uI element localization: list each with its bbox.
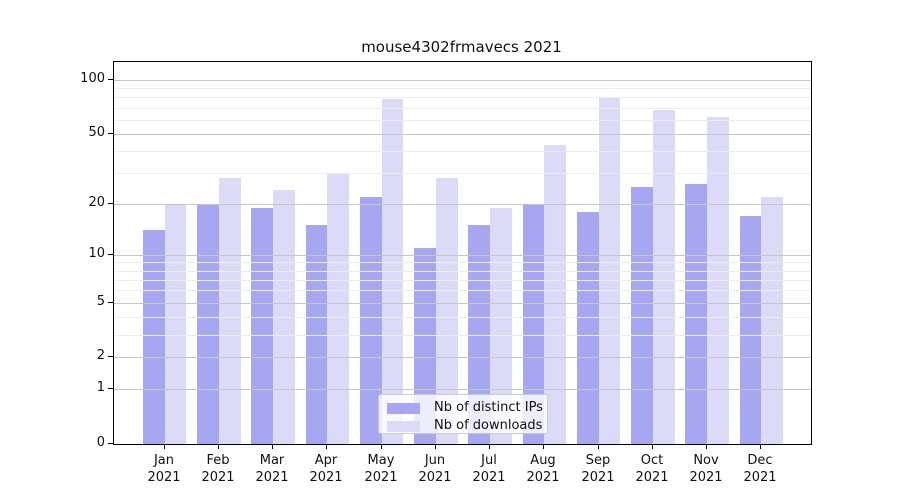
x-tick-label-aug-2021: Aug 2021 — [526, 453, 560, 485]
y-tick-mark-0 — [108, 443, 113, 444]
gridline-minor-60 — [114, 120, 811, 121]
y-tick-mark-20 — [108, 203, 113, 204]
bar-nb-of-downloads-apr-2021 — [327, 172, 350, 444]
gridline-major-5 — [114, 303, 811, 304]
bar-nb-of-downloads-oct-2021 — [652, 109, 675, 444]
gridline-minor-90 — [114, 88, 811, 89]
y-tick-mark-2 — [108, 356, 113, 357]
gridline-minor-6 — [114, 290, 811, 291]
x-tick-mark-jul-2021 — [489, 444, 490, 449]
y-tick-mark-10 — [108, 254, 113, 255]
y-tick-label-5: 5 — [96, 294, 105, 309]
x-tick-mark-jun-2021 — [435, 444, 436, 449]
legend-patch-nb-of-downloads — [387, 421, 420, 432]
bar-nb-of-distinct-ips-sep-2021 — [576, 211, 599, 444]
bar-nb-of-downloads-jul-2021 — [490, 207, 512, 444]
bar-nb-of-downloads-mar-2021 — [273, 189, 295, 444]
bar-nb-of-downloads-feb-2021 — [218, 178, 241, 444]
legend-row-nb-of-downloads: Nb of downloads — [379, 417, 547, 435]
y-tick-label-2: 2 — [96, 348, 105, 363]
gridline-minor-30 — [114, 173, 811, 174]
x-tick-label-sep-2021: Sep 2021 — [581, 453, 615, 485]
x-tick-label-mar-2021: Mar 2021 — [255, 453, 289, 485]
bar-nb-of-distinct-ips-may-2021 — [359, 196, 382, 444]
y-tick-mark-5 — [108, 302, 113, 303]
legend-row-nb-of-distinct-ips: Nb of distinct IPs — [379, 399, 547, 417]
bar-nb-of-distinct-ips-oct-2021 — [631, 186, 653, 444]
y-tick-mark-1 — [108, 388, 113, 389]
gridline-minor-7 — [114, 280, 811, 281]
x-tick-mark-nov-2021 — [706, 444, 707, 449]
x-tick-label-jun-2021: Jun 2021 — [418, 453, 452, 485]
y-tick-mark-50 — [108, 133, 113, 134]
gridline-major-1 — [114, 389, 811, 390]
x-tick-mark-dec-2021 — [760, 444, 761, 449]
x-tick-label-feb-2021: Feb 2021 — [201, 453, 235, 485]
y-tick-mark-100 — [108, 79, 113, 80]
gridline-minor-4 — [114, 317, 811, 318]
plot-area: Nb of distinct IPs Nb of downloads — [113, 61, 812, 445]
y-tick-label-0: 0 — [96, 435, 105, 450]
gridline-minor-3 — [114, 335, 811, 336]
bar-nb-of-distinct-ips-nov-2021 — [685, 183, 708, 444]
x-tick-mark-mar-2021 — [272, 444, 273, 449]
gridline-minor-8 — [114, 271, 811, 272]
y-tick-label-10: 10 — [88, 246, 105, 261]
bar-nb-of-distinct-ips-dec-2021 — [739, 215, 762, 444]
y-tick-label-50: 50 — [88, 125, 105, 140]
x-tick-label-oct-2021: Oct 2021 — [635, 453, 669, 485]
x-tick-label-apr-2021: Apr 2021 — [309, 453, 343, 485]
x-tick-label-jul-2021: Jul 2021 — [472, 453, 506, 485]
gridline-major-100 — [114, 80, 811, 81]
gridline-major-50 — [114, 134, 811, 135]
bar-nb-of-distinct-ips-mar-2021 — [251, 207, 274, 444]
x-tick-label-may-2021: May 2021 — [364, 453, 398, 485]
y-tick-label-20: 20 — [88, 195, 105, 210]
x-tick-mark-jan-2021 — [164, 444, 165, 449]
bar-nb-of-downloads-jun-2021 — [435, 178, 458, 444]
legend-patch-nb-of-distinct-ips — [387, 403, 420, 414]
x-tick-mark-sep-2021 — [598, 444, 599, 449]
gridline-minor-40 — [114, 151, 811, 152]
legend-label-nb-of-distinct-ips: Nb of distinct IPs — [434, 400, 543, 415]
gridline-major-10 — [114, 255, 811, 256]
chart-title: mouse4302frmavecs 2021 — [361, 38, 562, 56]
bar-nb-of-downloads-aug-2021 — [544, 145, 567, 444]
legend-label-nb-of-downloads: Nb of downloads — [434, 418, 543, 433]
bar-nb-of-distinct-ips-feb-2021 — [197, 203, 219, 444]
bar-nb-of-distinct-ips-jan-2021 — [142, 230, 165, 444]
bar-nb-of-distinct-ips-aug-2021 — [522, 203, 545, 444]
legend: Nb of distinct IPs Nb of downloads — [378, 394, 548, 434]
x-tick-mark-apr-2021 — [326, 444, 327, 449]
bar-nb-of-downloads-jan-2021 — [164, 203, 187, 444]
bar-nb-of-downloads-dec-2021 — [761, 196, 784, 444]
x-tick-label-dec-2021: Dec 2021 — [743, 453, 777, 485]
gridline-major-20 — [114, 204, 811, 205]
x-tick-mark-feb-2021 — [218, 444, 219, 449]
x-tick-mark-oct-2021 — [652, 444, 653, 449]
x-tick-label-jan-2021: Jan 2021 — [147, 453, 181, 485]
y-tick-label-100: 100 — [80, 71, 105, 86]
gridline-minor-80 — [114, 97, 811, 98]
x-tick-mark-aug-2021 — [543, 444, 544, 449]
y-tick-label-1: 1 — [96, 380, 105, 395]
gridline-major-2 — [114, 357, 811, 358]
x-tick-mark-may-2021 — [381, 444, 382, 449]
gridline-minor-70 — [114, 108, 811, 109]
gridline-minor-9 — [114, 262, 811, 263]
x-tick-label-nov-2021: Nov 2021 — [689, 453, 723, 485]
